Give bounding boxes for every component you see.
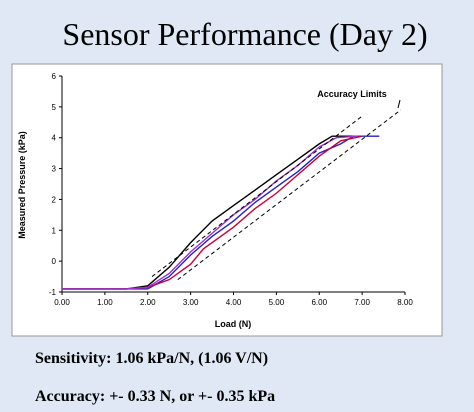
y-axis-label: Measured Pressure (kPa) [17,131,27,239]
y-tick-label: 4 [52,134,57,143]
slide-title: Sensor Performance (Day 2) [62,16,427,52]
note: Accuracy: +- 0.33 N, or +- 0.35 kPa [35,388,275,405]
x-axis-label: Load (N) [215,319,252,329]
limit-line [151,115,363,277]
x-tick-label: 8.00 [397,298,413,307]
y-tick-label: 6 [52,72,57,81]
x-tick-label: 4.00 [226,298,242,307]
x-tick-label: 5.00 [269,298,285,307]
y-tick-label: 5 [52,103,57,112]
x-tick-label: 7.00 [354,298,370,307]
annotation-arrow [397,99,401,109]
x-tick-label: 2.00 [140,298,156,307]
x-tick-label: 3.00 [183,298,199,307]
x-tick-label: 0.00 [54,298,70,307]
y-tick-label: 0 [52,257,57,266]
x-tick-label: 1.00 [97,298,113,307]
y-tick-label: 2 [52,195,57,204]
x-tick-label: 6.00 [311,298,327,307]
y-tick-label: 3 [52,165,57,174]
note: Sensitivity: 1.06 kPa/N, (1.06 V/N) [35,350,268,367]
annotation: Accuracy Limits [317,89,387,99]
limit-line [177,109,402,281]
data-line [62,135,358,290]
chart-frame [11,63,443,337]
y-tick-label: -1 [49,288,57,297]
y-tick-label: 1 [52,226,57,235]
